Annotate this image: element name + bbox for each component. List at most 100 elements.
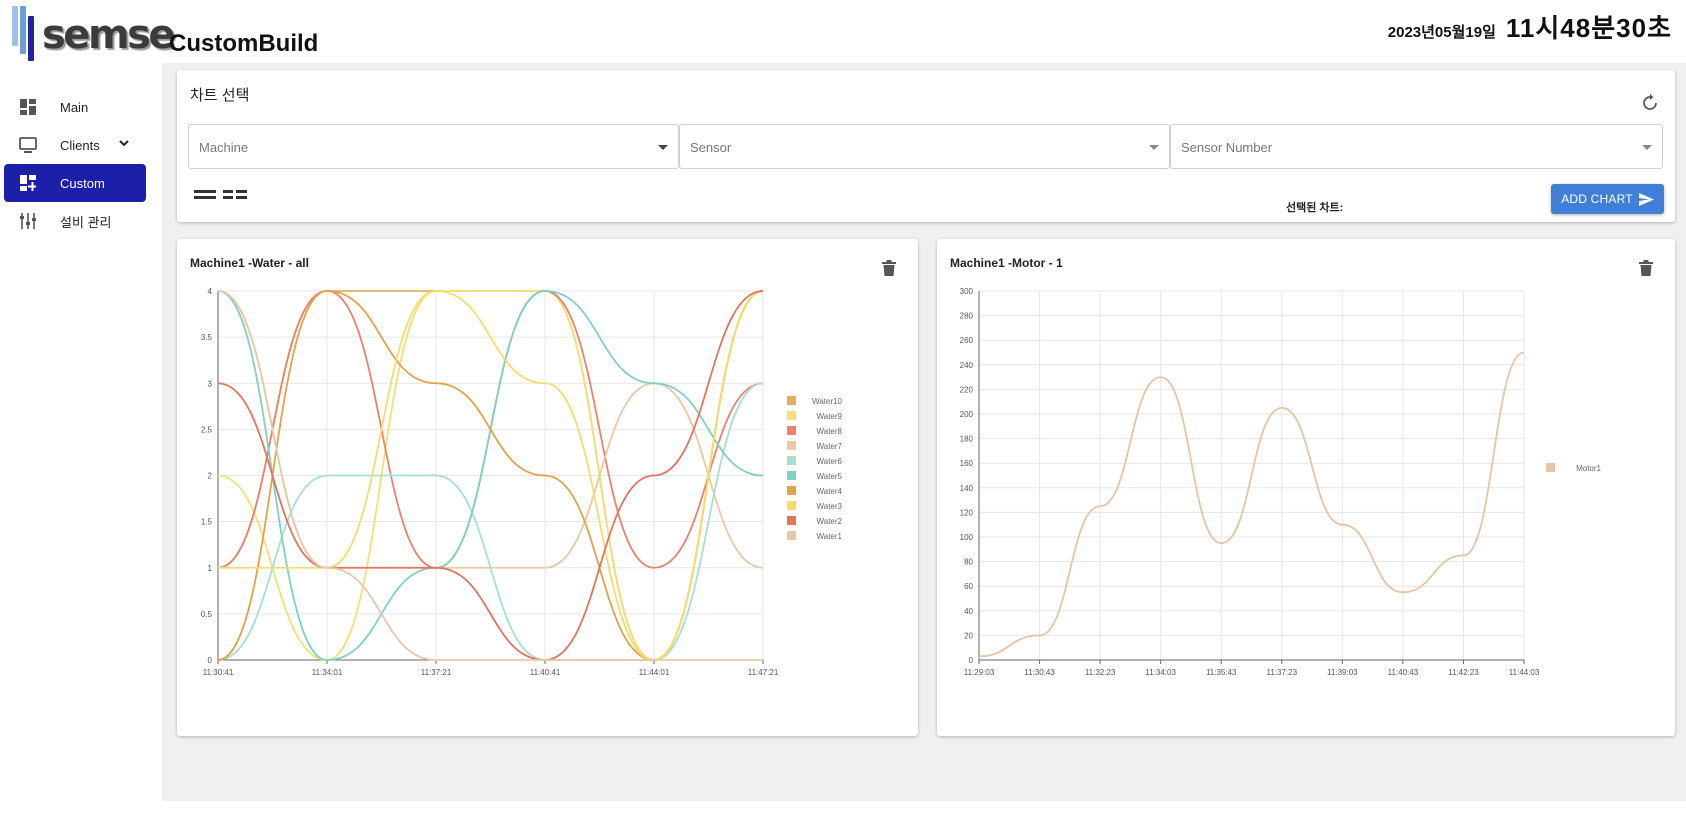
sidebar-item-label: Main [60, 99, 89, 115]
y-tick-label: 1 [208, 564, 213, 573]
chart-title: Machine1 -Water - all [190, 256, 309, 270]
legend-label: Motor1 [1576, 464, 1601, 473]
y-tick-label: 0.5 [201, 610, 213, 619]
selected-charts-label: 선택된 차트: [1286, 202, 1344, 214]
sensor-select[interactable]: Sensor [679, 124, 1170, 169]
legend-label: Water9 [817, 412, 843, 421]
legend-label: Water8 [817, 427, 843, 436]
series-line-water3 [218, 290, 764, 661]
legend-swatch [787, 441, 796, 450]
sidebar: Main Clients Custom 설비 관리 [0, 88, 150, 240]
series-line-water1 [217, 290, 763, 661]
legend-label: Water7 [817, 442, 843, 451]
series-line-motor1 [978, 351, 1525, 658]
x-tick-label: 11:40:43 [1388, 668, 1419, 677]
y-tick-label: 80 [964, 558, 973, 567]
y-tick-label: 300 [960, 287, 974, 296]
legend-label: Water2 [817, 517, 843, 526]
legend-swatch [787, 396, 796, 405]
legend-swatch [1546, 463, 1555, 472]
x-tick-label: 11:40:41 [530, 668, 561, 677]
x-tick-label: 11:35:43 [1206, 668, 1237, 677]
page-title: CustomBuild [169, 30, 319, 57]
machine-select[interactable]: Machine [188, 124, 679, 169]
y-tick-label: 1.5 [201, 518, 213, 527]
chevron-down-icon[interactable] [118, 137, 130, 152]
series-line-water6 [217, 382, 764, 661]
x-tick-label: 11:44:01 [639, 668, 670, 677]
dropdown-arrow-icon [1642, 145, 1652, 150]
chart-select-panel: 차트 선택 Machine Sensor Sensor Number 선택된 차… [177, 70, 1675, 222]
y-tick-label: 40 [964, 607, 973, 616]
chart-title: Machine1 -Motor - 1 [950, 256, 1063, 270]
water-chart-card: Machine1 -Water - all 0 0.5 1 1.5 2 2.5 3 3.5 4 1… [177, 239, 918, 736]
y-tick-label: 0 [969, 656, 974, 665]
y-tick-label: 240 [960, 361, 974, 370]
legend-swatch [787, 411, 796, 420]
legend-swatch [787, 531, 796, 540]
y-tick-label: 4 [208, 287, 213, 296]
motor-chart-card: Machine1 -Motor - 1 0 20 40 60 80 100 120 140 16… [937, 239, 1675, 736]
sidebar-item-main[interactable]: Main [4, 88, 146, 126]
y-tick-label: 280 [960, 312, 974, 321]
legend-label: Water1 [817, 532, 843, 541]
legend-swatch [787, 501, 796, 510]
sidebar-item-label: Custom [60, 175, 105, 191]
sidebar-item-clients[interactable]: Clients [4, 126, 146, 164]
send-icon [1638, 192, 1654, 206]
x-tick-label: 11:37:21 [421, 668, 452, 677]
add-chart-button-label: ADD CHART [1561, 192, 1633, 206]
legend-swatch [787, 471, 796, 480]
sidebar-item-equipment[interactable]: 설비 관리 [4, 202, 146, 240]
sidebar-item-custom[interactable]: Custom [4, 164, 146, 202]
x-tick-label: 11:42:23 [1448, 668, 1479, 677]
series-group [978, 351, 1525, 658]
monitor-icon [18, 135, 38, 155]
chart-legend: Water10 Water9 Water8 Water7 Water6 Water5 Wat… [787, 396, 843, 541]
y-tick-label: 3.5 [201, 333, 213, 342]
x-tick-label: 11:34:03 [1145, 668, 1176, 677]
series-group [217, 290, 764, 661]
legend-label: Water4 [817, 487, 843, 496]
x-tick-label: 11:30:43 [1024, 668, 1055, 677]
clock-date: 2023년05월19일 [1387, 24, 1496, 41]
y-tick-label: 60 [964, 582, 973, 591]
y-tick-label: 20 [964, 631, 973, 640]
x-tick-label: 11:30:41 [203, 668, 234, 677]
y-tick-label: 260 [960, 336, 974, 345]
x-tick-label: 11:39:03 [1327, 668, 1358, 677]
y-tick-label: 160 [960, 459, 974, 468]
x-tick-label: 11:32:23 [1085, 668, 1116, 677]
logo-text: semse [42, 12, 176, 58]
dashboard-add-icon [18, 173, 38, 193]
y-tick-label: 2.5 [201, 425, 213, 434]
sidebar-item-label: Clients [60, 137, 100, 153]
semse-logo[interactable]: semse [6, 6, 176, 62]
trash-icon[interactable] [1639, 260, 1653, 276]
main-content: 차트 선택 Machine Sensor Sensor Number 선택된 차… [162, 63, 1686, 801]
motor-line-chart: 0 20 40 60 80 100 120 140 160 180 200 220 240 260 280 3… [960, 287, 1602, 677]
refresh-icon[interactable] [1641, 94, 1659, 112]
legend-swatch [787, 486, 796, 495]
layout-toggle-icon[interactable] [194, 188, 254, 206]
y-tick-label: 180 [960, 435, 974, 444]
y-tick-label: 3 [208, 379, 213, 388]
trash-icon[interactable] [882, 260, 896, 276]
x-tick-label: 11:47:21 [748, 668, 779, 677]
series-line-water5 [217, 290, 764, 661]
sensor-number-select[interactable]: Sensor Number [1170, 124, 1663, 169]
dashboard-icon [18, 97, 38, 117]
y-tick-label: 140 [960, 484, 974, 493]
y-tick-label: 200 [960, 410, 974, 419]
y-tick-label: 220 [960, 385, 974, 394]
dropdown-arrow-icon [658, 145, 668, 150]
legend-label: Water6 [817, 457, 843, 466]
chart-select-title: 차트 선택 [190, 87, 250, 104]
legend-swatch [787, 516, 796, 525]
water-line-chart: 0 0.5 1 1.5 2 2.5 3 3.5 4 11:30:41 11:34:01 11:37:2… [201, 287, 843, 677]
sidebar-item-label: 설비 관리 [60, 214, 112, 230]
y-tick-label: 0 [208, 656, 213, 665]
legend-label: Water3 [817, 502, 843, 511]
add-chart-button[interactable]: ADD CHART [1551, 184, 1664, 214]
x-tick-label: 11:34:01 [312, 668, 343, 677]
